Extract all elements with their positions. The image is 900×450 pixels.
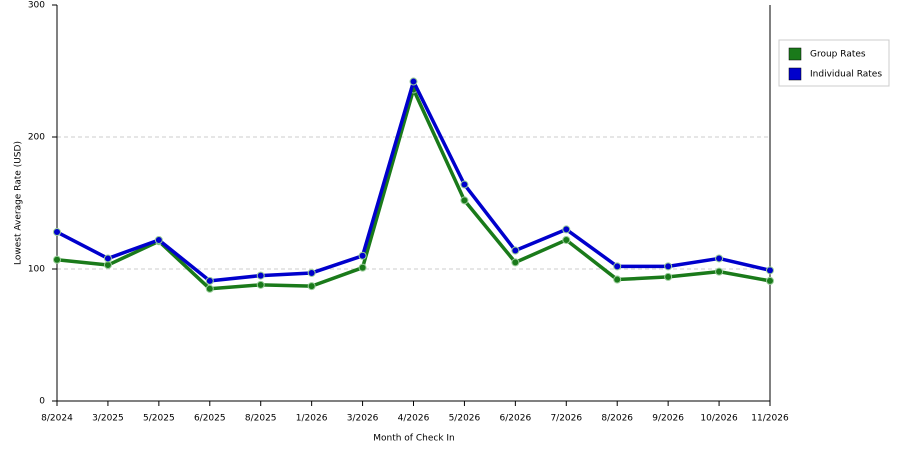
- point: [715, 267, 724, 276]
- point: [460, 196, 469, 205]
- point: [358, 251, 367, 260]
- point: [103, 254, 112, 263]
- y-tick-label: 0: [39, 397, 45, 407]
- point: [205, 284, 214, 293]
- point: [358, 263, 367, 272]
- x-tick-label: 5/2026: [449, 414, 481, 424]
- x-tick-label: 10/2026: [700, 414, 738, 424]
- x-tick-label: 8/2025: [245, 414, 277, 424]
- x-tick-label: 6/2026: [500, 414, 532, 424]
- x-tick-label: 3/2025: [92, 414, 124, 424]
- x-tick-label: 7/2026: [550, 414, 582, 424]
- point: [307, 282, 316, 291]
- legend-swatch: [788, 47, 802, 61]
- x-tick-label: 3/2026: [347, 414, 379, 424]
- x-tick-label: 5/2025: [143, 414, 175, 424]
- point: [562, 235, 571, 244]
- y-tick-label: 300: [28, 1, 45, 11]
- x-tick-label: 8/2024: [41, 414, 73, 424]
- point: [511, 246, 520, 255]
- point: [664, 272, 673, 281]
- x-tick-label: 4/2026: [398, 414, 430, 424]
- point: [256, 271, 265, 280]
- series-line: [56, 79, 771, 283]
- point: [53, 255, 61, 264]
- y-tick-label: 100: [28, 265, 45, 275]
- point: [766, 276, 774, 285]
- x-axis-label: Month of Check In: [373, 434, 455, 444]
- point: [409, 77, 418, 86]
- point: [562, 225, 571, 234]
- point: [664, 262, 673, 271]
- point: [154, 235, 163, 244]
- x-tick-label: 11/2026: [751, 414, 789, 424]
- x-tick-label: 9/2026: [652, 414, 684, 424]
- point: [103, 261, 112, 270]
- x-tick-label: 8/2026: [601, 414, 633, 424]
- y-axis-label: Lowest Average Rate (USD): [14, 141, 24, 265]
- y-tick-label: 200: [28, 133, 45, 143]
- point: [715, 254, 724, 263]
- point: [53, 228, 61, 237]
- point: [613, 262, 622, 271]
- point: [307, 268, 316, 277]
- point: [766, 266, 774, 275]
- point: [256, 280, 265, 289]
- point: [613, 275, 622, 284]
- x-tick-label: 6/2025: [194, 414, 226, 424]
- legend-swatch: [788, 67, 802, 81]
- series-line: [56, 87, 771, 291]
- point: [460, 180, 469, 189]
- legend-label: Group Rates: [810, 50, 866, 60]
- legend-label: Individual Rates: [810, 70, 882, 80]
- x-tick-label: 1/2026: [296, 414, 328, 424]
- point: [205, 276, 214, 285]
- point: [511, 258, 520, 267]
